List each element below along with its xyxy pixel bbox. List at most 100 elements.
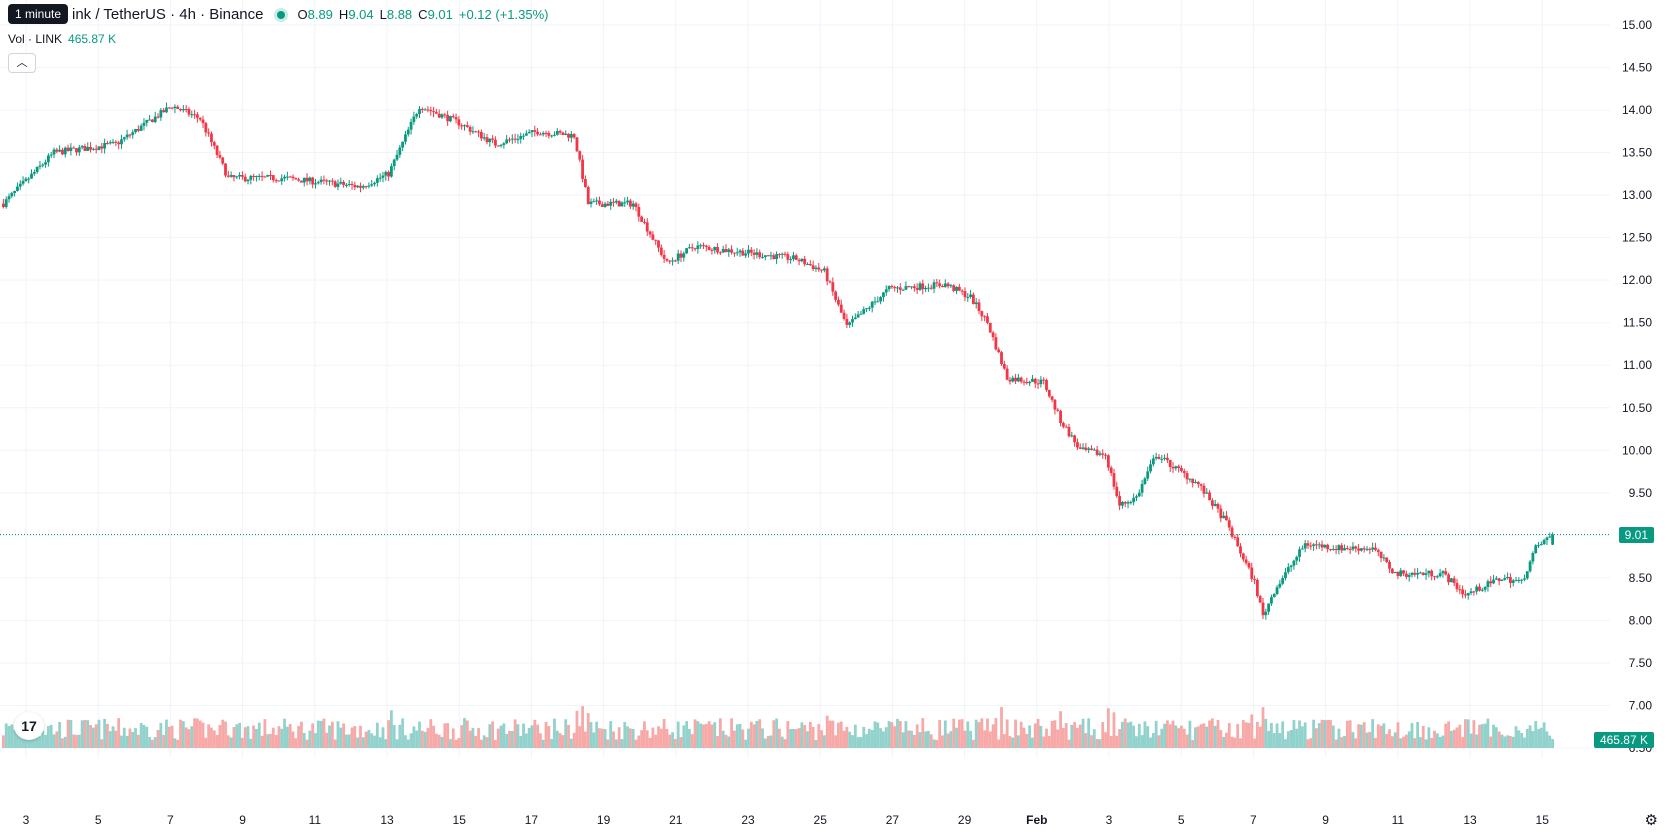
volume-bar: [370, 733, 374, 748]
volume-bar: [1289, 730, 1293, 748]
candle-body: [454, 117, 458, 120]
volume-bar: [117, 718, 121, 748]
volume-bar: [513, 719, 517, 748]
volume-bar: [134, 728, 137, 748]
volume-bar: [927, 730, 930, 748]
volume-bar: [676, 721, 680, 748]
volume-bar: [94, 724, 98, 748]
volume-bar: [58, 721, 62, 748]
candle-body: [342, 181, 346, 185]
collapse-legend-button[interactable]: ︿: [8, 53, 36, 73]
volume-bar: [434, 733, 438, 748]
volume-bar: [1534, 721, 1538, 748]
candle-body: [75, 148, 78, 153]
candle-body: [1323, 544, 1327, 548]
candle-body: [86, 147, 90, 151]
candle-body: [136, 128, 140, 131]
candle-body: [747, 249, 750, 254]
candle-body: [1267, 603, 1271, 612]
volume-bar: [733, 730, 736, 748]
candle-body: [620, 202, 624, 207]
candle-body: [834, 291, 838, 300]
candle-body: [1143, 478, 1147, 484]
volume-bar: [356, 737, 360, 748]
candle-body: [561, 132, 565, 136]
volume-bar: [1542, 722, 1546, 748]
candle-body: [1205, 492, 1209, 494]
candle-body: [1098, 453, 1102, 455]
volume-bar: [100, 739, 104, 748]
volume-bar: [623, 721, 627, 748]
candle-body: [778, 254, 781, 256]
volume-bar: [1528, 725, 1532, 748]
candle-body: [1469, 591, 1473, 594]
candle-body: [1523, 578, 1526, 580]
volume-bar: [603, 729, 607, 748]
candle-body: [685, 248, 689, 254]
volume-bar: [136, 734, 140, 748]
volume-bar: [758, 719, 762, 748]
volume-bar: [38, 736, 42, 748]
candle-body: [390, 166, 393, 177]
candle-body: [1295, 556, 1299, 561]
volume-bar: [1531, 730, 1535, 748]
candle-body: [1132, 497, 1136, 503]
volume-bar: [806, 731, 809, 748]
candle-body: [83, 146, 87, 151]
volume-bar: [1008, 736, 1012, 748]
volume-bar: [1399, 738, 1403, 748]
volume-bar: [1306, 739, 1310, 748]
volume-bar: [977, 722, 981, 748]
volume-bar: [1177, 728, 1181, 748]
volume-bar: [46, 726, 50, 748]
volume-bar: [1106, 708, 1110, 748]
volume-bar: [479, 739, 483, 748]
volume-bar: [1438, 736, 1442, 748]
volume-bar: [924, 731, 928, 748]
volume-bar: [1005, 719, 1009, 748]
candle-body: [1483, 587, 1487, 590]
volume-bar: [204, 737, 208, 748]
volume-bar: [139, 722, 143, 748]
volume-bar: [969, 730, 972, 748]
candle-body: [1092, 449, 1096, 451]
candle-body: [1340, 545, 1344, 551]
volume-bar: [271, 727, 275, 748]
candle-body: [1435, 576, 1439, 578]
volume-bar: [1458, 724, 1462, 748]
symbol-title[interactable]: ink / TetherUS · 4h · Binance: [72, 6, 264, 23]
candle-body: [1213, 503, 1217, 506]
candle-body: [94, 148, 98, 150]
candle-body: [1050, 396, 1054, 400]
candle-body: [792, 255, 795, 260]
candle-body: [1180, 467, 1183, 471]
volume-bar: [1157, 735, 1161, 748]
volume-bar: [1514, 726, 1518, 748]
time-tick-label: 25: [814, 813, 828, 827]
volume-bar: [949, 731, 953, 748]
candle-body: [1078, 447, 1082, 449]
candle-body: [941, 285, 944, 288]
volume-bar: [1337, 728, 1341, 748]
candle-body: [7, 196, 11, 200]
gear-icon[interactable]: ⚙: [1644, 812, 1658, 829]
volume-bar: [415, 730, 419, 748]
grid-lines: [0, 0, 1610, 758]
volume-bar: [300, 721, 303, 748]
candle-body: [974, 302, 978, 305]
tradingview-logo-icon[interactable]: 17: [14, 712, 44, 740]
volume-bar: [1014, 719, 1017, 748]
candle-body: [671, 260, 674, 262]
candle-body: [1025, 381, 1029, 384]
volume-bar: [80, 720, 84, 748]
candle-body: [52, 149, 56, 155]
volume-bar: [1430, 737, 1434, 748]
volume-bar: [1002, 734, 1006, 748]
candle-body: [1036, 383, 1040, 385]
candle-body: [1222, 515, 1226, 519]
volume-bar: [49, 724, 53, 748]
volume-bar: [1376, 724, 1380, 748]
volume-bar: [13, 729, 17, 748]
candle-body: [162, 110, 166, 113]
